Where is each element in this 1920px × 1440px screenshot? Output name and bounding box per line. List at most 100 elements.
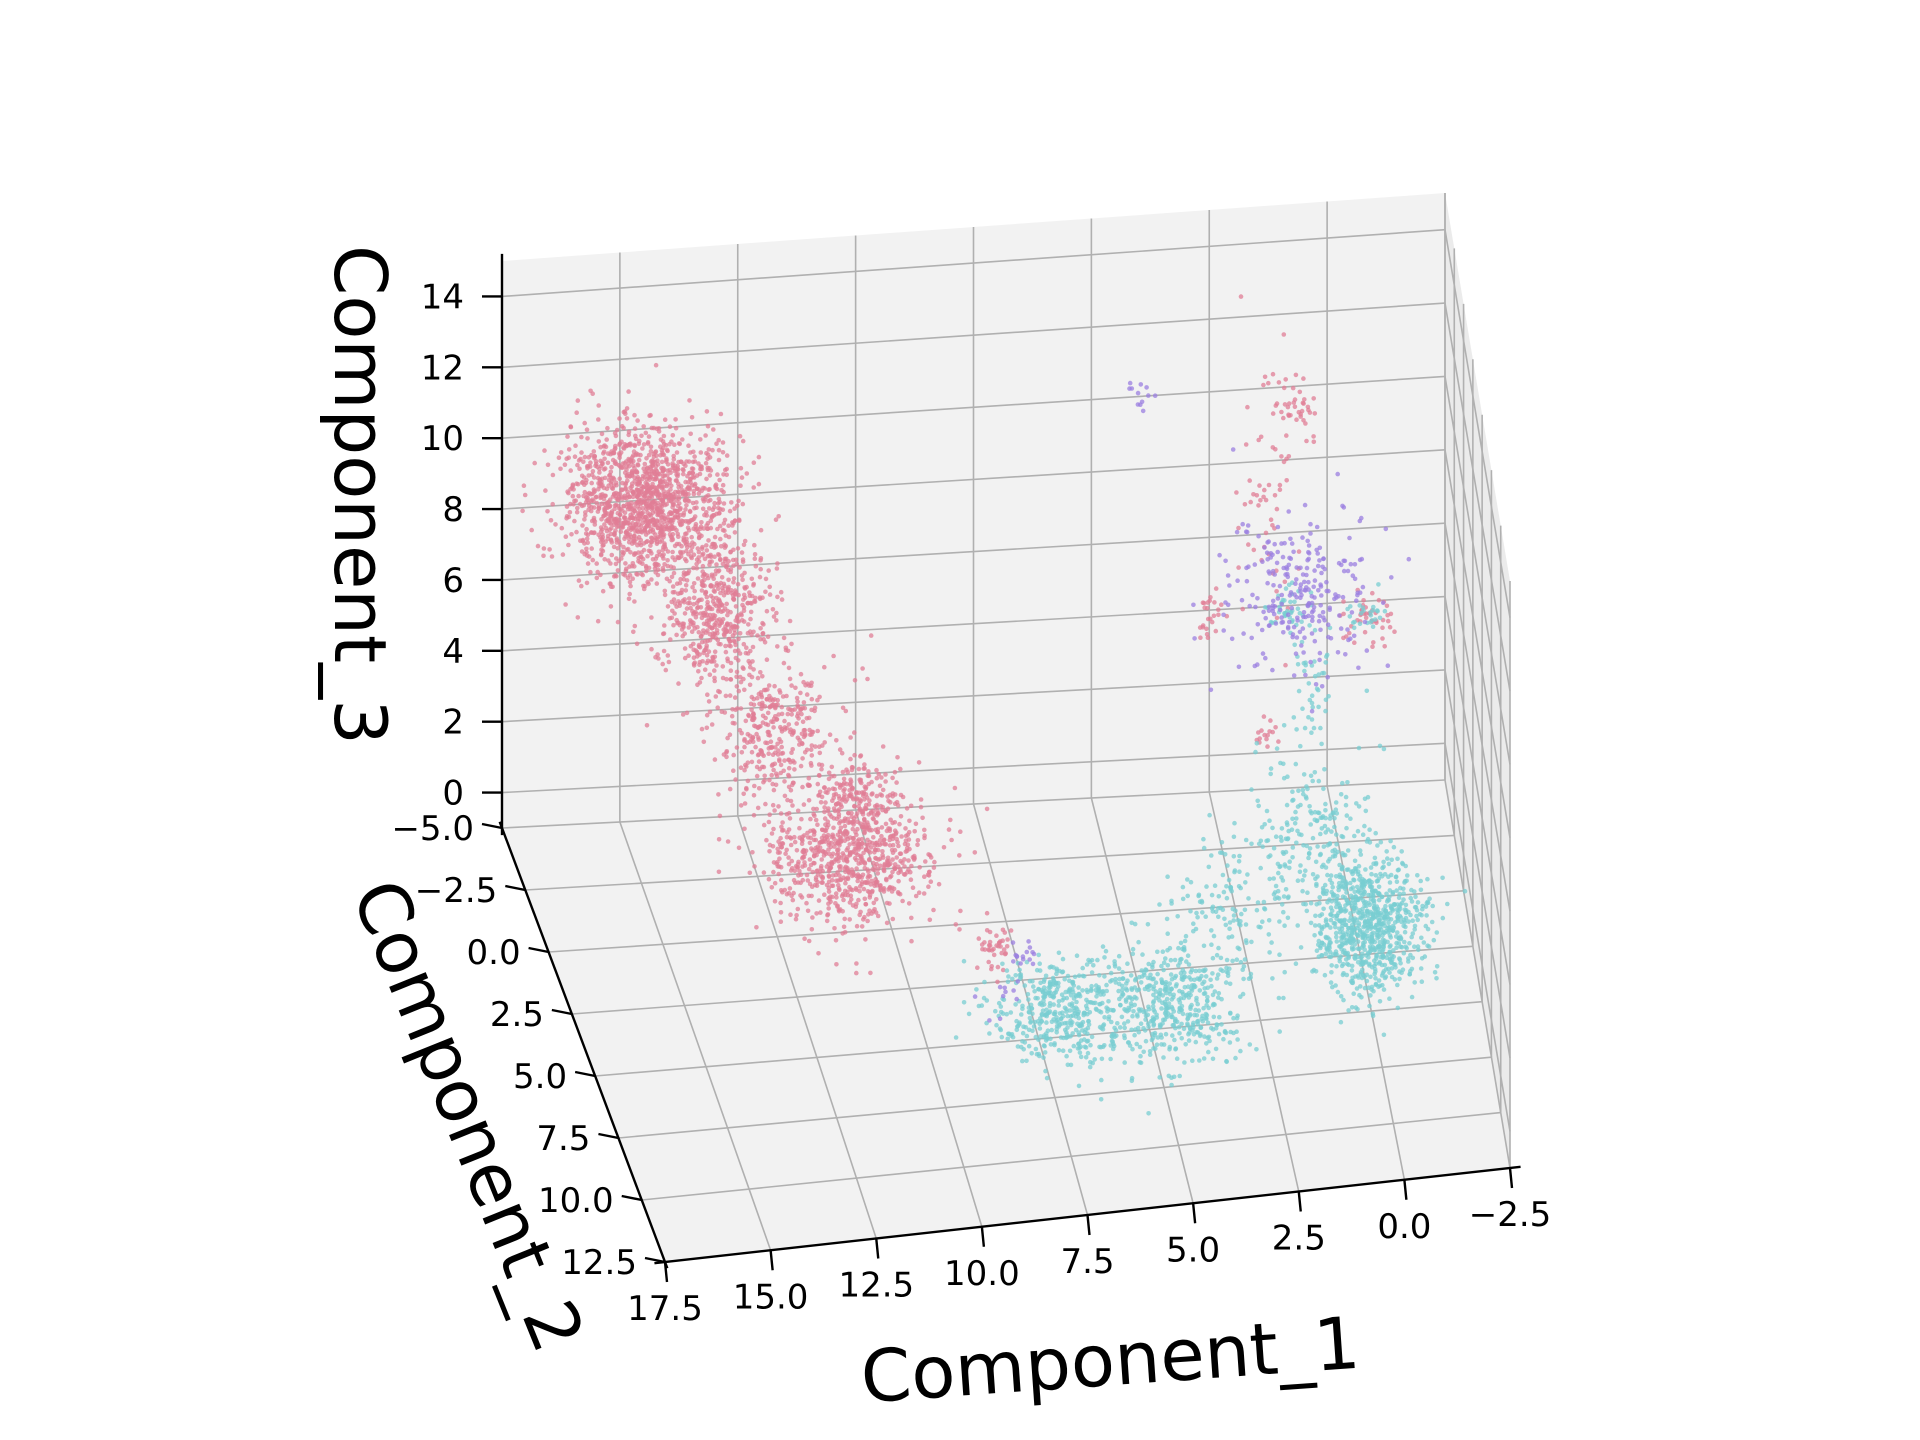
data-point (1351, 905, 1357, 911)
grid-line-x-floor (1090, 797, 1194, 1204)
data-point (627, 572, 633, 578)
data-point (641, 442, 647, 447)
data-point (1002, 930, 1008, 935)
data-point (806, 938, 812, 944)
data-point (792, 767, 797, 772)
data-point (779, 704, 785, 710)
data-point (733, 592, 738, 597)
data-point (872, 804, 878, 809)
data-point (769, 772, 774, 778)
data-point (1352, 858, 1358, 864)
data-point (1341, 997, 1346, 1003)
data-point (1345, 848, 1351, 853)
data-point (1384, 899, 1390, 904)
data-point (621, 544, 626, 550)
data-point (728, 569, 733, 575)
data-point (596, 439, 602, 444)
data-point (864, 795, 870, 800)
data-point (1279, 409, 1284, 415)
data-point (686, 459, 692, 464)
data-point (1362, 629, 1368, 635)
data-point (541, 553, 546, 559)
data-point (866, 843, 871, 848)
data-point (741, 542, 747, 548)
data-point (713, 485, 719, 491)
data-point (1277, 919, 1282, 924)
data-point (620, 523, 625, 528)
data-point (1284, 802, 1290, 808)
data-point (987, 1031, 992, 1036)
data-point (661, 534, 666, 540)
data-point (742, 595, 748, 601)
data-point (829, 861, 835, 867)
grid-line-x-floor (1444, 779, 1511, 1169)
data-point (582, 420, 587, 426)
data-point (1354, 986, 1360, 991)
data-point (1262, 374, 1268, 380)
data-point (584, 536, 590, 542)
data-point (830, 786, 836, 791)
data-point (1349, 963, 1355, 969)
data-point (645, 579, 650, 585)
data-point (1343, 794, 1349, 800)
data-point (1346, 962, 1351, 968)
data-point (1382, 644, 1387, 649)
data-point (1283, 887, 1289, 892)
data-point (888, 873, 894, 879)
data-point (1135, 1025, 1141, 1031)
data-point (622, 515, 627, 521)
data-point (717, 623, 722, 628)
data-point (1207, 598, 1212, 603)
data-point (1352, 955, 1357, 960)
data-point (661, 556, 666, 561)
data-point (703, 433, 708, 438)
data-point (1157, 1075, 1162, 1080)
data-point (907, 818, 912, 824)
data-point (612, 503, 618, 508)
data-point (1274, 589, 1279, 594)
data-point (669, 615, 675, 621)
data-point (609, 485, 615, 491)
data-point (765, 729, 771, 735)
data-point (800, 784, 805, 790)
data-point (605, 518, 611, 524)
data-point (1105, 1009, 1110, 1014)
data-point (691, 663, 697, 668)
data-point (1290, 845, 1296, 850)
data-point (975, 965, 980, 970)
data-point (675, 463, 680, 469)
data-point (693, 648, 699, 653)
data-point (579, 434, 584, 440)
data-point (654, 468, 660, 474)
data-point (1381, 746, 1387, 752)
data-point (1385, 856, 1390, 861)
data-point (741, 791, 746, 797)
data-point (592, 453, 597, 459)
data-point (1145, 922, 1151, 927)
data-point (809, 753, 815, 758)
data-point (854, 791, 859, 796)
data-point (1369, 940, 1374, 946)
data-point (1296, 409, 1302, 415)
data-point (987, 929, 993, 935)
data-point (775, 644, 780, 649)
data-point (1312, 770, 1318, 775)
data-point (880, 744, 886, 749)
data-point (842, 780, 847, 785)
data-point (730, 523, 735, 528)
data-point (725, 658, 731, 664)
data-point (688, 549, 694, 554)
data-point (1368, 865, 1374, 870)
data-point (740, 559, 746, 565)
data-point (884, 920, 890, 926)
data-point (773, 517, 779, 522)
data-point (749, 707, 754, 713)
data-point (1329, 899, 1335, 904)
data-point (826, 787, 832, 792)
data-point (721, 581, 727, 587)
data-point (707, 473, 713, 478)
data-point (654, 581, 660, 586)
data-point (1402, 907, 1408, 912)
data-point (854, 846, 859, 851)
